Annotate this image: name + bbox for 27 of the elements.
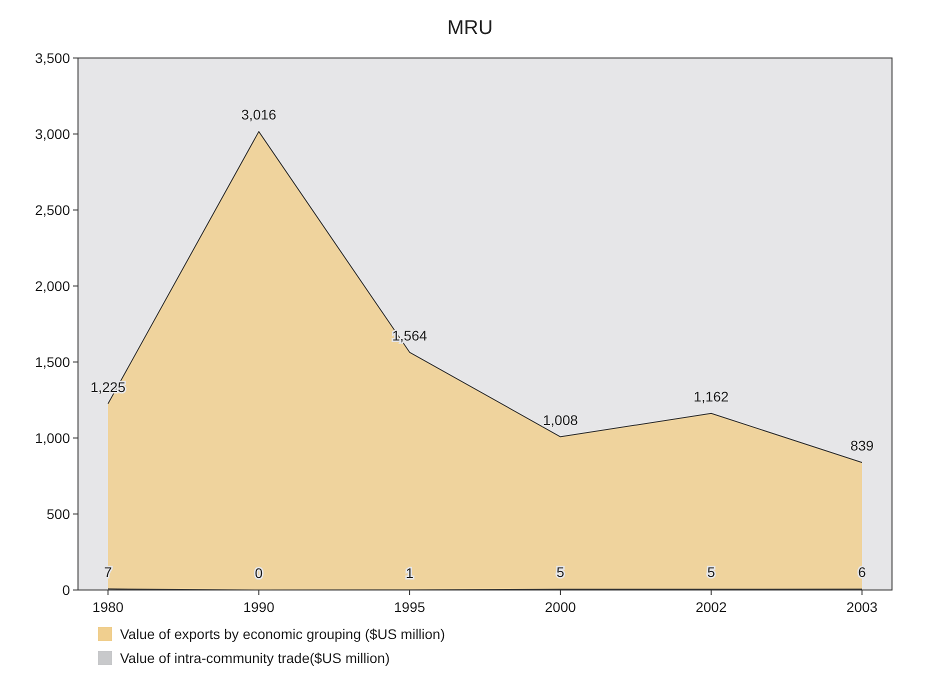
legend-label: Value of intra-community trade($US million) bbox=[120, 650, 390, 666]
y-tick-label: 3,000 bbox=[34, 126, 70, 142]
x-tick-label: 2000 bbox=[544, 599, 576, 615]
y-tick-label: 0 bbox=[62, 582, 70, 598]
y-tick-label: 3,500 bbox=[34, 50, 70, 66]
data-label: 7 bbox=[104, 564, 112, 580]
data-label: 1,162 bbox=[694, 388, 729, 404]
chart-title: MRU bbox=[447, 17, 493, 39]
data-label: 5 bbox=[556, 564, 564, 580]
y-tick-label: 2,500 bbox=[34, 202, 70, 218]
data-label: 3,016 bbox=[241, 106, 277, 123]
y-tick-label: 1,500 bbox=[34, 354, 70, 370]
y-tick-label: 500 bbox=[46, 506, 70, 522]
x-tick-label: 2003 bbox=[846, 599, 878, 615]
y-tick-label: 2,000 bbox=[34, 278, 70, 294]
x-tick-label: 1990 bbox=[243, 599, 275, 615]
x-tick-label: 1995 bbox=[394, 599, 426, 615]
data-label: 5 bbox=[707, 564, 716, 580]
data-label: 0 bbox=[254, 565, 263, 581]
x-tick-label: 2002 bbox=[696, 599, 727, 615]
data-label: 6 bbox=[858, 564, 866, 580]
data-label: 1 bbox=[406, 564, 414, 581]
legend-label: Value of exports by economic grouping ($US million) bbox=[120, 626, 446, 642]
data-label: 839 bbox=[850, 437, 874, 454]
x-tick-label: 1980 bbox=[92, 599, 124, 615]
y-tick-label: 1,000 bbox=[34, 430, 70, 446]
data-label: 1,008 bbox=[542, 412, 578, 428]
